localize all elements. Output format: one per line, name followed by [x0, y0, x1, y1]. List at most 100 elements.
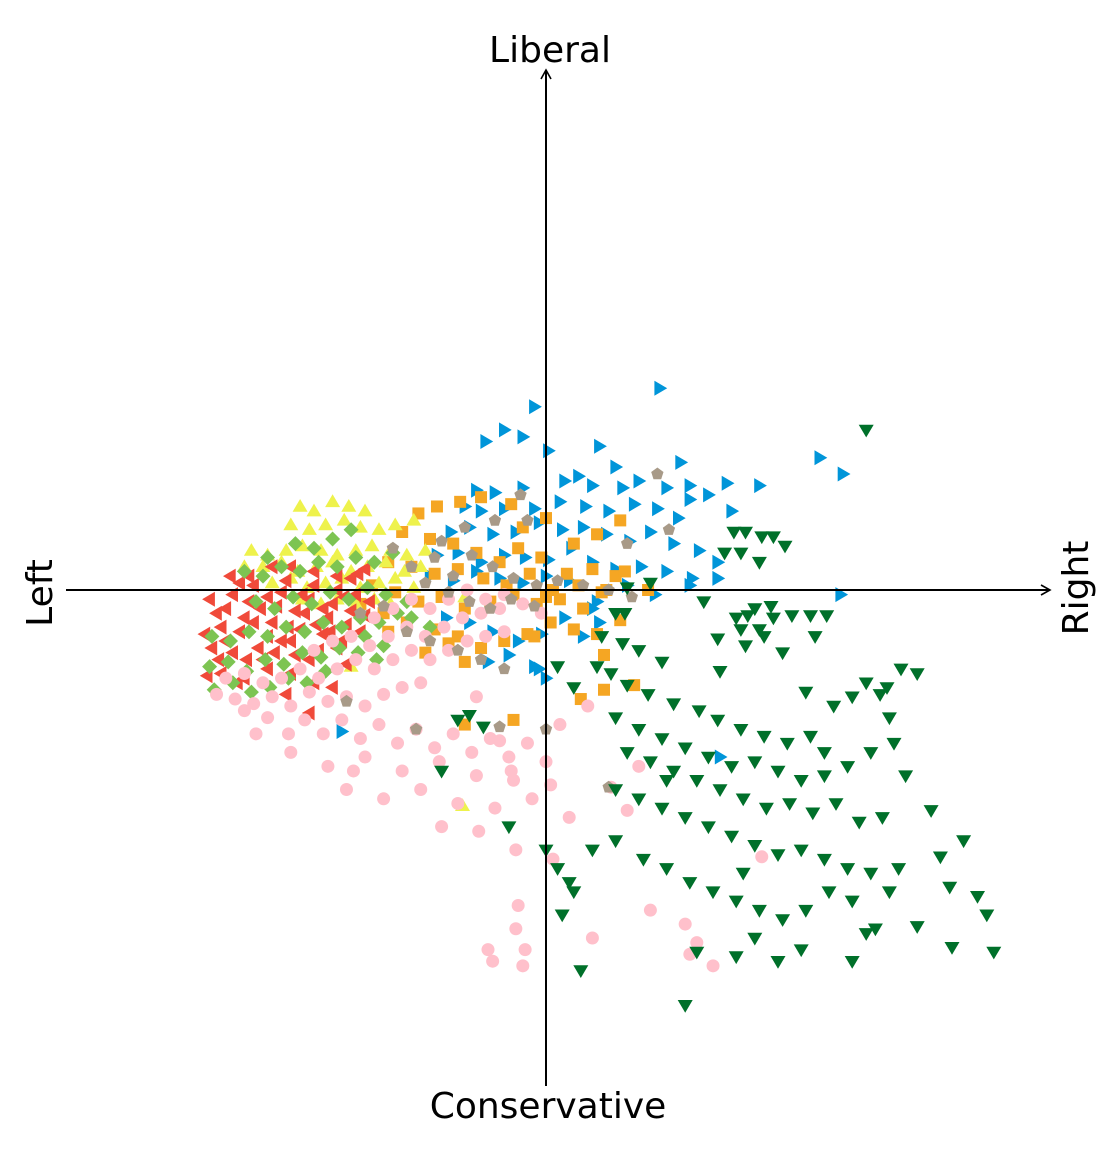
data-point-triangle-down	[807, 631, 823, 644]
data-point-square	[560, 567, 573, 580]
data-point-triangle-down	[710, 633, 726, 647]
data-point-triangle-left	[253, 601, 266, 617]
data-point-pentagon	[465, 548, 478, 561]
data-point-diamond	[267, 601, 283, 617]
data-point-pentagon	[463, 595, 476, 607]
data-point-triangle-down	[550, 863, 566, 876]
data-point-pentagon	[340, 694, 353, 707]
data-point-triangle-down	[751, 904, 767, 918]
data-point-pentagon	[651, 467, 664, 480]
data-point-diamond	[292, 563, 308, 579]
data-point-triangle-right	[652, 501, 665, 517]
data-point-circle	[474, 606, 488, 620]
data-point-diamond	[315, 615, 331, 630]
data-point-triangle-down	[631, 645, 647, 658]
data-point-circle	[367, 662, 381, 676]
data-point-square	[528, 630, 541, 643]
data-point-circle	[544, 778, 558, 792]
data-point-circle	[553, 718, 567, 732]
data-point-diamond	[311, 554, 327, 570]
data-point-diamond	[260, 628, 276, 644]
data-point-triangle-right	[814, 450, 828, 466]
data-point-diamond	[322, 584, 338, 600]
data-point-circle	[247, 697, 261, 711]
data-point-pentagon	[488, 513, 502, 526]
data-point-diamond	[202, 659, 218, 675]
data-point-circle	[643, 903, 657, 917]
data-points	[197, 380, 1002, 1013]
data-point-triangle-left	[264, 559, 278, 575]
data-point-triangle-right	[668, 536, 682, 552]
data-point-diamond	[359, 580, 375, 596]
data-point-triangle-down	[828, 798, 844, 811]
data-point-diamond	[297, 624, 313, 640]
data-point-pentagon	[386, 541, 400, 554]
data-point-circle	[298, 713, 312, 727]
data-point-circle	[469, 769, 483, 783]
data-point-triangle-down	[561, 877, 577, 890]
data-point-triangle-up	[264, 575, 280, 589]
data-point-square	[505, 498, 518, 511]
data-point-circle	[249, 727, 263, 741]
data-point-circle	[690, 936, 704, 950]
data-point-triangle-down	[635, 853, 651, 867]
data-point-circle	[442, 643, 456, 657]
data-point-triangle-left	[320, 610, 334, 626]
data-point-triangle-down	[793, 944, 809, 958]
data-point-triangle-left	[232, 575, 245, 591]
data-point-triangle-down	[798, 686, 814, 700]
left-axis-label: Left	[20, 559, 61, 627]
data-point-square	[507, 713, 520, 726]
data-point-triangle-up	[399, 547, 415, 561]
data-point-triangle-left	[283, 559, 296, 575]
data-point-triangle-left	[267, 645, 280, 661]
data-point-triangle-down	[689, 775, 705, 788]
data-point-circle	[404, 592, 418, 606]
data-point-circle	[486, 954, 500, 968]
data-point-triangle-down	[640, 689, 656, 702]
data-point-triangle-left	[202, 591, 215, 607]
data-point-triangle-down	[654, 733, 670, 746]
data-point-circle	[261, 711, 275, 725]
data-point-triangle-right	[703, 487, 716, 503]
bottom-axis-label: Conservative	[430, 1086, 667, 1127]
data-point-pentagon	[484, 602, 497, 614]
data-point-triangle-left	[274, 584, 287, 600]
data-point-triangle-down	[659, 863, 675, 876]
data-point-circle	[446, 727, 460, 741]
data-point-triangle-left	[315, 601, 329, 617]
data-point-triangle-up	[387, 517, 403, 531]
data-point-triangle-down	[793, 775, 809, 788]
data-point-diamond	[278, 619, 294, 635]
data-point-triangle-left	[287, 603, 301, 619]
data-point-square	[591, 528, 604, 541]
data-point-square	[458, 655, 471, 668]
data-point-circle	[479, 592, 493, 606]
data-point-square	[609, 570, 622, 583]
data-point-triangle-left	[211, 652, 225, 668]
data-point-triangle-up	[364, 538, 380, 552]
data-point-triangle-right	[726, 503, 740, 519]
data-point-circle	[363, 639, 377, 653]
data-point-triangle-down	[712, 784, 728, 797]
data-point-triangle-down	[450, 714, 466, 728]
data-point-triangle-down	[763, 601, 779, 614]
data-point-triangle-right	[686, 570, 700, 586]
data-point-triangle-down	[891, 863, 907, 876]
data-point-circle	[346, 764, 360, 778]
data-point-pentagon	[551, 574, 564, 586]
data-point-triangle-left	[225, 645, 238, 661]
data-point-diamond	[334, 619, 350, 635]
data-point-square	[614, 514, 627, 527]
data-point-square	[586, 563, 599, 576]
data-point-triangle-down	[826, 700, 842, 714]
data-point-pentagon	[621, 537, 634, 549]
data-point-circle	[435, 820, 449, 834]
data-point-triangle-right	[529, 399, 542, 415]
data-point-triangle-down	[700, 751, 716, 765]
data-point-triangle-right	[594, 438, 607, 454]
data-point-circle	[404, 643, 418, 657]
data-point-triangle-down	[816, 770, 832, 784]
data-point-circle	[585, 931, 599, 945]
data-point-triangle-down	[619, 582, 635, 596]
